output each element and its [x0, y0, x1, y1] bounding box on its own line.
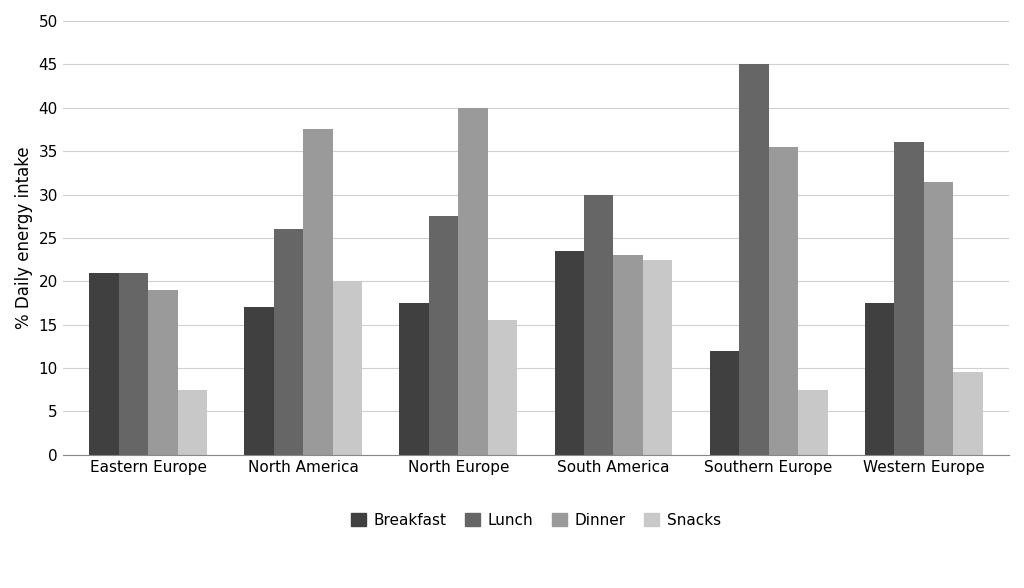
- Bar: [119, 273, 148, 455]
- Bar: [177, 390, 207, 455]
- Y-axis label: % Daily energy intake: % Daily energy intake: [15, 146, 33, 329]
- Bar: [399, 303, 429, 455]
- Bar: [864, 303, 894, 455]
- Bar: [798, 390, 827, 455]
- Bar: [459, 108, 487, 455]
- Bar: [710, 350, 739, 455]
- Bar: [273, 229, 303, 455]
- Bar: [643, 259, 673, 455]
- Bar: [555, 251, 584, 455]
- Bar: [303, 129, 333, 455]
- Bar: [148, 290, 177, 455]
- Bar: [953, 372, 983, 455]
- Legend: Breakfast, Lunch, Dinner, Snacks: Breakfast, Lunch, Dinner, Snacks: [344, 507, 727, 534]
- Bar: [613, 255, 643, 455]
- Bar: [769, 147, 798, 455]
- Bar: [739, 64, 769, 455]
- Bar: [894, 142, 924, 455]
- Bar: [89, 273, 119, 455]
- Bar: [584, 195, 613, 455]
- Bar: [245, 308, 273, 455]
- Bar: [924, 182, 953, 455]
- Bar: [487, 320, 517, 455]
- Bar: [333, 281, 362, 455]
- Bar: [429, 216, 459, 455]
